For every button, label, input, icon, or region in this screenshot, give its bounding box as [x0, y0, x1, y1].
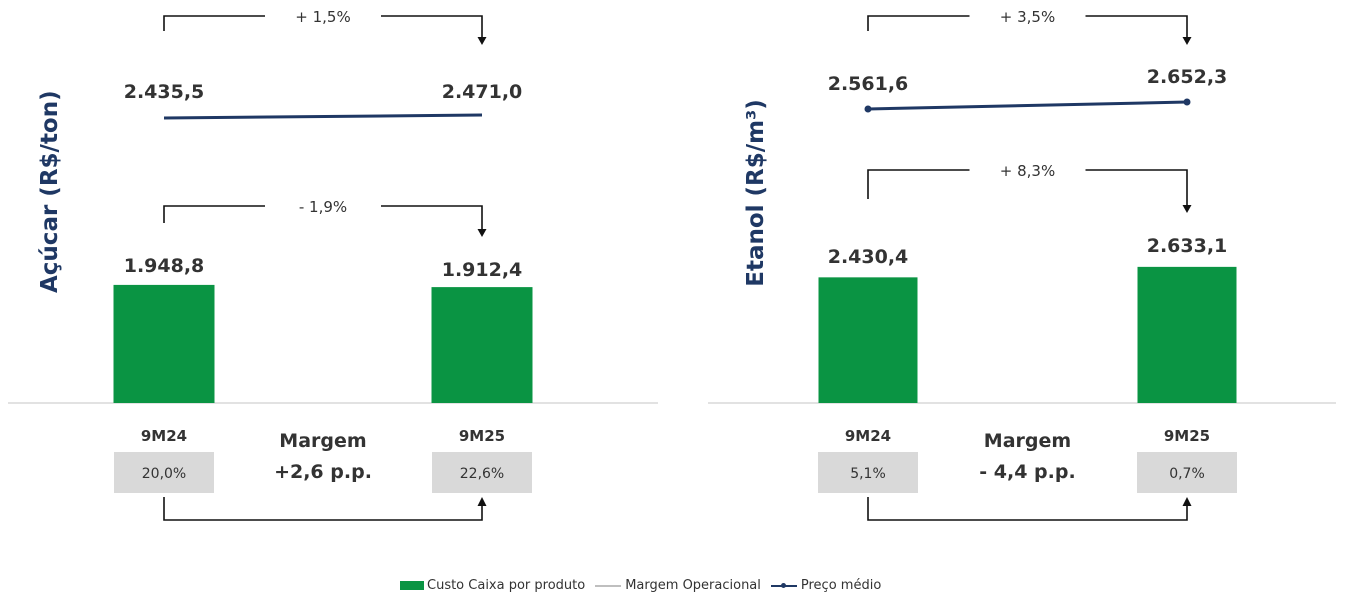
price-line-0	[163, 113, 483, 120]
bar-cost-1-1	[1137, 266, 1237, 403]
cost-change-bracket-1-right	[1085, 169, 1188, 207]
price-change-bracket-0-left	[163, 15, 265, 31]
margin-title-0: Margem	[279, 430, 366, 452]
axis-title-sugar: Açúcar (R$/ton)	[37, 90, 63, 293]
cost-label-1-1: 2.633,1	[1147, 235, 1228, 257]
bar-cost-0-1	[431, 287, 533, 403]
price-point-1-0	[864, 105, 872, 113]
margin-box-1-0	[818, 452, 918, 493]
category-label-0-0: 9M24	[141, 427, 187, 445]
legend-bar-swatch	[400, 581, 424, 590]
price-line-1	[867, 100, 1188, 111]
legend-label-price: Preço médio	[800, 578, 882, 593]
margin-bracket-0-line	[163, 497, 483, 521]
price-label-1-1: 2.652,3	[1147, 66, 1228, 88]
bar-cost-1-0	[818, 277, 918, 403]
legend: Custo Caixa por produto Margem Operacion…	[400, 578, 891, 593]
margin-value-1-0: 5,1%	[850, 466, 886, 482]
legend-line-swatch	[595, 584, 622, 587]
cost-change-bracket-0-left	[163, 205, 265, 223]
legend-label-cost: Custo Caixa por produto	[427, 578, 586, 593]
category-label-1-1: 9M25	[1164, 427, 1210, 445]
category-label-0-1: 9M25	[459, 427, 505, 445]
legend-line-dot-swatch	[770, 582, 797, 588]
cost-label-0-0: 1.948,8	[124, 255, 205, 277]
cost-change-bracket-0-right	[381, 205, 483, 231]
margin-value-0-0: 20,0%	[142, 466, 186, 482]
margin-bracket-1-arrow	[1182, 497, 1192, 506]
cost-change-bracket-1-left	[867, 169, 970, 199]
margin-value-1-1: 0,7%	[1169, 466, 1205, 482]
margin-value-0-1: 22,6%	[460, 466, 504, 482]
bar-cost-0-0	[113, 284, 215, 403]
legend-label-margin: Margem Operacional	[625, 578, 761, 593]
margin-change-0: +2,6 p.p.	[274, 461, 372, 483]
margin-change-1: - 4,4 p.p.	[979, 461, 1075, 483]
price-change-bracket-1-right	[1085, 15, 1188, 39]
margin-bracket-0-arrow	[477, 497, 487, 506]
margin-box-1-1	[1137, 452, 1237, 493]
margin-title-1: Margem	[984, 430, 1071, 452]
price-change-bracket-1-arrow	[1182, 37, 1192, 45]
price-change-bracket-0-right	[381, 15, 483, 39]
legend-item-margin: Margem Operacional	[595, 578, 761, 593]
cost-change-bracket-0-label: - 1,9%	[299, 198, 347, 216]
price-change-bracket-1-label: + 3,5%	[1000, 8, 1055, 26]
price-change-bracket-0-arrow	[477, 37, 487, 45]
cost-label-1-0: 2.430,4	[828, 246, 909, 268]
category-label-1-0: 9M24	[845, 427, 891, 445]
axis-title-ethanol: Etanol (R$/m³)	[743, 99, 769, 287]
cost-change-bracket-0-arrow	[477, 229, 487, 237]
price-point-1-1	[1183, 98, 1191, 106]
legend-item-cost: Custo Caixa por produto	[400, 578, 585, 593]
cost-label-0-1: 1.912,4	[442, 259, 523, 281]
cost-change-bracket-1-arrow	[1182, 205, 1192, 213]
legend-item-price: Preço médio	[770, 578, 882, 593]
price-label-1-0: 2.561,6	[828, 73, 909, 95]
price-label-0-1: 2.471,0	[442, 81, 523, 103]
cost-change-bracket-1-label: + 8,3%	[1000, 162, 1055, 180]
price-label-0-0: 2.435,5	[124, 81, 205, 103]
margin-bracket-1-line	[867, 497, 1188, 521]
margin-box-0-1	[432, 452, 532, 493]
price-change-bracket-1-left	[867, 15, 970, 31]
margin-box-0-0	[114, 452, 214, 493]
price-change-bracket-0-label: + 1,5%	[295, 8, 350, 26]
